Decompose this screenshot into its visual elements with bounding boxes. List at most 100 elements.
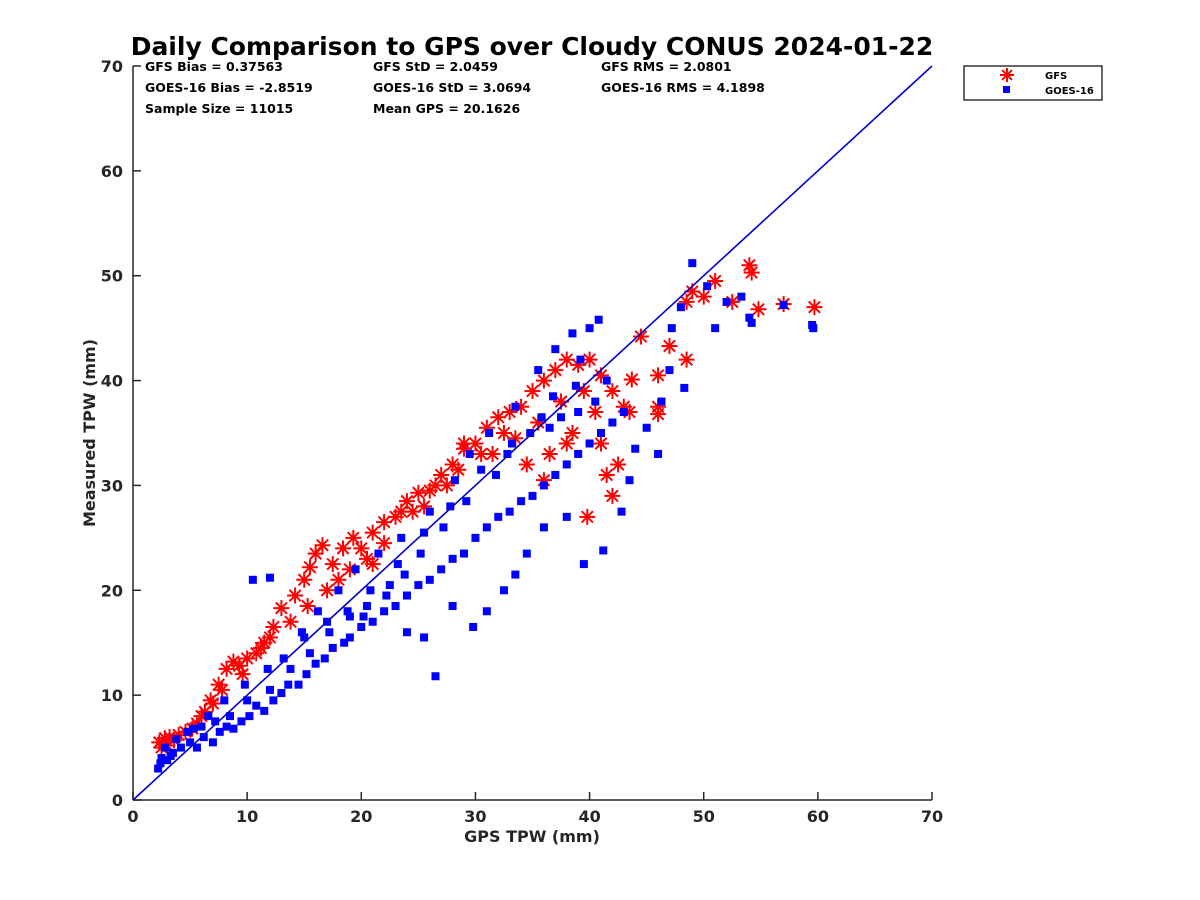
- goes-16-point: [400, 570, 409, 579]
- goes-16-point: [260, 706, 269, 715]
- series-goes-16: [154, 259, 818, 773]
- goes-16-point: [511, 570, 520, 579]
- goes-16-point: [284, 680, 293, 689]
- goes-16-point: [511, 402, 520, 411]
- goes-16-point: [722, 297, 731, 306]
- goes-16-point: [265, 573, 274, 582]
- gfs-point: [301, 559, 318, 576]
- goes-16-point: [450, 476, 459, 485]
- goes-16-point: [499, 586, 508, 595]
- goes-16-point: [642, 423, 651, 432]
- gfs-point: [265, 618, 282, 635]
- goes-16-point: [215, 727, 224, 736]
- goes-16-point: [300, 633, 309, 642]
- gfs-point: [319, 582, 336, 599]
- goes-16-point: [192, 743, 201, 752]
- gfs-point: [287, 587, 304, 604]
- gfs-point: [252, 639, 269, 656]
- goes-16-point: [437, 565, 446, 574]
- gfs-point: [307, 545, 324, 562]
- goes-16-point: [680, 383, 689, 392]
- goes-16-point: [199, 733, 208, 742]
- legend-gfs-label: GFS: [1045, 71, 1067, 82]
- goes-16-point: [526, 429, 535, 437]
- gfs-point: [604, 383, 621, 400]
- gfs-point: [450, 461, 467, 478]
- goes-16-point: [667, 324, 676, 333]
- gfs-point: [358, 550, 375, 567]
- goes-16-point: [269, 696, 278, 705]
- goes-16-point: [551, 345, 560, 354]
- gfs-point: [239, 650, 256, 667]
- x-tick-label: 20: [350, 807, 372, 826]
- gfs-point: [296, 571, 313, 588]
- goes-16-point: [252, 701, 261, 710]
- gfs-point: [558, 351, 575, 368]
- goes-16-point: [665, 366, 674, 375]
- goes-16-point: [505, 507, 514, 516]
- gfs-point: [570, 356, 587, 373]
- gfs-point: [695, 288, 712, 305]
- goes-16-point: [248, 575, 257, 584]
- goes-16-point: [294, 680, 303, 689]
- goes-16-point: [204, 712, 213, 721]
- y-tick-label: 20: [101, 581, 123, 600]
- goes-16-point: [562, 460, 571, 469]
- goes-16-point: [482, 523, 491, 532]
- goes-16-point: [448, 554, 457, 563]
- gfs-point: [410, 484, 427, 501]
- goes-16-point: [599, 546, 608, 555]
- stat-goes-bias: GOES-16 Bias = -2.8519: [145, 80, 313, 95]
- goes-16-point: [619, 408, 628, 417]
- gfs-point: [490, 409, 507, 426]
- goes-16-point: [425, 507, 434, 516]
- goes-16-point: [439, 523, 448, 532]
- goes-16-point: [448, 602, 457, 611]
- gfs-point: [623, 371, 640, 388]
- goes-16-point: [302, 670, 311, 679]
- goes-16-point: [591, 397, 600, 406]
- gfs-point: [579, 508, 596, 525]
- goes-16-point: [366, 586, 375, 595]
- gfs-point: [427, 477, 444, 494]
- x-tick-label: 30: [464, 807, 486, 826]
- goes-16-point: [245, 712, 254, 721]
- goes-16-point: [328, 643, 337, 652]
- goes-16-point: [551, 470, 560, 479]
- goes-16-point: [585, 439, 594, 448]
- goes-16-point: [208, 738, 217, 747]
- goes-16-point: [340, 638, 349, 647]
- chart-title: Daily Comparison to GPS over Cloudy CONU…: [131, 32, 934, 61]
- goes-16-point: [485, 429, 494, 437]
- y-tick-label: 10: [101, 686, 123, 705]
- gfs-point: [535, 372, 552, 389]
- goes-16-point: [539, 523, 548, 532]
- goes-16-point: [286, 664, 295, 673]
- goes-16-point: [507, 439, 516, 448]
- goes-16-point: [156, 759, 165, 768]
- goes-16-point: [368, 617, 377, 626]
- plot-axes: [132, 66, 932, 801]
- series-gfs: [151, 257, 823, 756]
- goes-16-point: [596, 429, 605, 437]
- goes-16-point: [402, 591, 411, 600]
- goes-16-point: [226, 712, 235, 721]
- goes-16-point: [345, 612, 354, 621]
- stat-goes-std: GOES-16 StD = 3.0694: [373, 80, 531, 95]
- gfs-point: [741, 257, 758, 274]
- goes-16-point: [676, 303, 685, 312]
- y-tick-label: 40: [101, 372, 123, 391]
- gfs-point: [743, 264, 760, 281]
- stat-sample-size: Sample Size = 11015: [145, 101, 293, 116]
- goes-16-point: [494, 512, 503, 521]
- goes-16-point: [537, 413, 546, 422]
- goes-16-point: [313, 607, 322, 616]
- goes-16-point: [416, 549, 425, 558]
- goes-16-point: [189, 724, 198, 733]
- goes-16-point: [460, 549, 469, 558]
- goes-16-point: [631, 444, 640, 453]
- legend-goes-16-marker: [1003, 86, 1010, 93]
- x-tick-label: 70: [921, 807, 943, 826]
- goes-16-point: [539, 481, 548, 490]
